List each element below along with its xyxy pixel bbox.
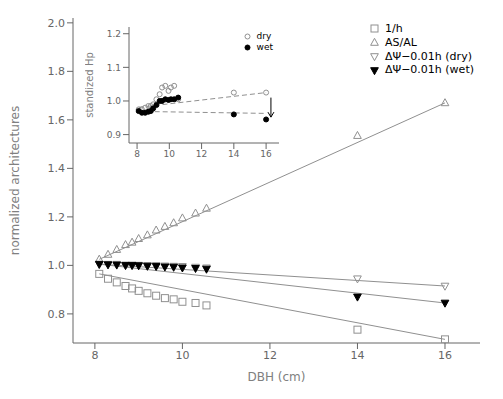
svg-text:8: 8 [91,349,98,362]
svg-text:0.9: 0.9 [107,130,122,140]
svg-text:12: 12 [263,349,277,362]
svg-text:1.0: 1.0 [107,96,122,106]
html-text:ΔΨ−0.01h (dry): ΔΨ−0.01h (dry) [385,49,472,63]
svg-text:2.0: 2.0 [48,17,66,30]
svg-text:8: 8 [134,149,140,159]
html-text:dry: dry [256,31,272,41]
html-text:AS/AL: AS/AL [385,35,417,49]
svg-text:1.6: 1.6 [48,114,66,127]
svg-text:normalized architectures: normalized architectures [8,106,22,255]
svg-text:1.0: 1.0 [48,259,66,272]
svg-text:10: 10 [164,149,176,159]
svg-text:1.4: 1.4 [48,162,66,175]
svg-text:1.2: 1.2 [48,211,66,224]
svg-text:12: 12 [196,149,207,159]
html-text:wet: wet [256,42,273,53]
svg-text:16: 16 [438,349,452,362]
svg-text:16: 16 [260,149,272,159]
html-text:1/h: 1/h [385,22,403,35]
svg-text:14: 14 [228,149,240,159]
svg-text:DBH (cm): DBH (cm) [248,370,306,384]
svg-text:14: 14 [350,349,364,362]
html-text:ΔΨ−0.01h (wet): ΔΨ−0.01h (wet) [385,63,474,77]
svg-text:10: 10 [175,349,189,362]
svg-text:1.2: 1.2 [107,29,121,39]
svg-text:1.1: 1.1 [107,63,121,73]
svg-text:standized Hp: standized Hp [85,52,95,118]
svg-text:0.8: 0.8 [48,308,66,321]
svg-text:1.8: 1.8 [48,65,66,78]
